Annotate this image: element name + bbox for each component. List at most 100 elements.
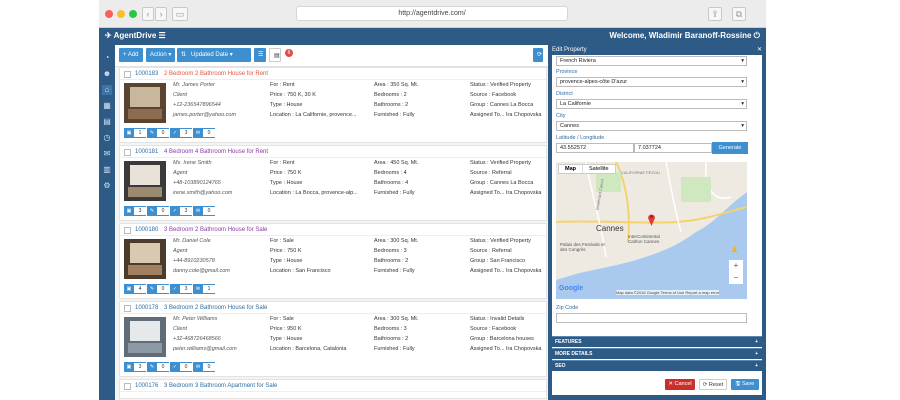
welcome-text[interactable]: Welcome, Wladimir Baranoff-Rossine ⏻ bbox=[609, 31, 760, 40]
contacts-icon[interactable]: ☻ bbox=[102, 69, 112, 78]
maximize-window-icon[interactable] bbox=[129, 10, 137, 18]
property-title[interactable]: 4 Bedroom 4 Bathroom House for Rent bbox=[164, 149, 269, 155]
count-value: 0 bbox=[203, 207, 215, 215]
property-photo[interactable] bbox=[124, 317, 166, 357]
zoom-in-button[interactable]: + bbox=[733, 261, 739, 270]
district-select[interactable]: La Californie ▾ bbox=[556, 99, 747, 109]
tabs-icon[interactable]: ⧉ bbox=[732, 7, 746, 21]
longitude-input[interactable]: 7.037724 bbox=[634, 143, 712, 153]
property-id[interactable]: 1000183 bbox=[135, 71, 159, 77]
cancel-button[interactable]: ✕ Cancel bbox=[665, 379, 695, 390]
tasks-icon[interactable]: ▤ bbox=[103, 117, 111, 126]
property-bathrooms: Bathrooms : 2 bbox=[374, 258, 409, 264]
zoom-out-button[interactable]: − bbox=[733, 273, 739, 282]
property-id[interactable]: 1000181 bbox=[135, 149, 159, 155]
sort-dropdown[interactable]: ⇅ Updated Date ▾ bbox=[177, 48, 251, 62]
agent-name[interactable]: Mr. James Porter bbox=[173, 82, 215, 88]
property-type: Type : House bbox=[270, 102, 303, 108]
property-card[interactable]: 1000176 3 Bedroom 3 Bathroom Apartment fo… bbox=[119, 379, 547, 399]
property-title[interactable]: 3 Bedroom 2 Bathroom House for Sale bbox=[164, 305, 268, 311]
property-price: Price : 750 K bbox=[270, 170, 302, 176]
property-photo[interactable] bbox=[124, 161, 166, 201]
agent-name[interactable]: Mr. Peter Williams bbox=[173, 316, 218, 322]
property-id[interactable]: 1000180 bbox=[135, 227, 159, 233]
tasks-done-counter[interactable]: ✓ 3 bbox=[170, 128, 192, 138]
seo-accordion[interactable]: SEO + bbox=[552, 360, 762, 371]
messages-counter[interactable]: ✉ 0 bbox=[193, 362, 215, 372]
tasks-done-counter[interactable]: ✓ 0 bbox=[170, 362, 192, 372]
property-title[interactable]: 2 Bedroom 2 Bathroom House for Rent bbox=[164, 71, 269, 77]
messages-counter[interactable]: ✉ 0 bbox=[193, 128, 215, 138]
generate-button[interactable]: Generate bbox=[712, 142, 748, 154]
city-select[interactable]: Cannes ▾ bbox=[556, 121, 747, 131]
property-id[interactable]: 1000178 bbox=[135, 305, 159, 311]
property-card[interactable]: 1000183 2 Bedroom 2 Bathroom House for Re… bbox=[119, 67, 547, 143]
alarm-icon[interactable]: ◷ bbox=[103, 133, 111, 142]
street-view-icon[interactable]: ♟ bbox=[731, 245, 739, 254]
satellite-tab[interactable]: Satellite bbox=[582, 165, 615, 173]
select-checkbox[interactable] bbox=[124, 227, 131, 234]
select-checkbox[interactable] bbox=[124, 305, 131, 312]
map-footer: Map data ©2016 Google Terms of Use Repor… bbox=[616, 290, 720, 295]
notes-counter[interactable]: ✎ 0 bbox=[147, 362, 169, 372]
action-button[interactable]: Action ▾ bbox=[146, 48, 176, 62]
select-checkbox[interactable] bbox=[124, 149, 131, 156]
top-bar: ✈ AgentDrive ☰ Welcome, Wladimir Baranof… bbox=[99, 28, 766, 45]
select-checkbox[interactable] bbox=[124, 71, 131, 78]
map-tab[interactable]: Map bbox=[565, 166, 576, 172]
region-select[interactable]: French Riviera ▾ bbox=[556, 56, 747, 66]
refresh-icon[interactable]: ⟳ bbox=[533, 48, 543, 62]
notification-badge[interactable]: 6 bbox=[285, 49, 293, 57]
close-window-icon[interactable] bbox=[105, 10, 113, 18]
add-button[interactable]: + Add bbox=[119, 48, 143, 62]
dashboard-icon[interactable]: ◔ bbox=[104, 53, 110, 62]
messages-counter[interactable]: ✉ 0 bbox=[193, 206, 215, 216]
save-button[interactable]: 🖫 Save bbox=[731, 379, 759, 390]
notes-counter[interactable]: ✎ 0 bbox=[147, 206, 169, 216]
minimize-window-icon[interactable] bbox=[117, 10, 125, 18]
tasks-done-counter[interactable]: ✓ 3 bbox=[170, 206, 192, 216]
location-pin-icon[interactable] bbox=[647, 212, 656, 226]
features-accordion[interactable]: FEATURES + bbox=[552, 336, 762, 347]
count-value: 0 bbox=[157, 207, 169, 215]
address-bar[interactable]: http://agentdrive.com/ bbox=[296, 6, 568, 21]
photos-counter[interactable]: ▣ 4 bbox=[124, 284, 146, 294]
more-details-accordion[interactable]: MORE DETAILS + bbox=[552, 348, 762, 359]
messages-counter[interactable]: ✉ 1 bbox=[193, 284, 215, 294]
photos-counter[interactable]: ▣ 1 bbox=[124, 128, 146, 138]
notes-counter[interactable]: ✎ 0 bbox=[147, 128, 169, 138]
sidebar-toggle-icon[interactable]: ▭ bbox=[172, 7, 188, 21]
close-panel-icon[interactable]: ✕ bbox=[756, 47, 762, 53]
property-title[interactable]: 3 Bedroom 2 Bathroom House for Sale bbox=[164, 227, 268, 233]
property-photo[interactable] bbox=[124, 239, 166, 279]
reports-icon[interactable]: ▥ bbox=[103, 165, 111, 174]
latitude-input[interactable]: 43.552572 bbox=[556, 143, 634, 153]
share-icon[interactable]: ⇪ bbox=[708, 7, 722, 21]
property-card[interactable]: 1000178 3 Bedroom 2 Bathroom House for Sa… bbox=[119, 301, 547, 377]
brand-logo[interactable]: ✈ AgentDrive ☰ bbox=[105, 31, 166, 40]
settings-icon[interactable]: ⚙ bbox=[103, 181, 111, 190]
tasks-done-counter[interactable]: ✓ 3 bbox=[170, 284, 192, 294]
property-card[interactable]: 1000180 3 Bedroom 2 Bathroom House for Sa… bbox=[119, 223, 547, 299]
buildings-icon[interactable]: ▦ bbox=[103, 101, 111, 110]
zip-input[interactable] bbox=[556, 313, 747, 323]
notes-counter[interactable]: ✎ 0 bbox=[147, 284, 169, 294]
reset-button[interactable]: ⟳ Reset bbox=[699, 379, 727, 390]
mail-icon[interactable]: ✉ bbox=[103, 149, 111, 158]
agent-name[interactable]: Ms. Irene Smith bbox=[173, 160, 212, 166]
back-icon[interactable]: ‹ bbox=[142, 7, 154, 21]
photos-counter[interactable]: ▣ 3 bbox=[124, 206, 146, 216]
photos-counter[interactable]: ▣ 3 bbox=[124, 362, 146, 372]
agent-name[interactable]: Mr. Daniel Cole bbox=[173, 238, 211, 244]
province-select[interactable]: provence-alpes-côte D'azur ▾ bbox=[556, 77, 747, 87]
property-photo[interactable] bbox=[124, 83, 166, 123]
list-view-icon[interactable]: ☰ bbox=[254, 48, 266, 62]
properties-icon[interactable]: ⌂ bbox=[102, 85, 112, 95]
select-checkbox[interactable] bbox=[124, 383, 131, 390]
forward-icon[interactable]: › bbox=[155, 7, 167, 21]
property-title[interactable]: 3 Bedroom 3 Bathroom Apartment for Sale bbox=[164, 383, 278, 389]
property-card[interactable]: 1000181 4 Bedroom 4 Bathroom House for Re… bbox=[119, 145, 547, 221]
property-id[interactable]: 1000176 bbox=[135, 383, 159, 389]
location-map[interactable]: Map Satellite Cannes Palais des Festival… bbox=[556, 162, 747, 299]
grid-view-icon[interactable]: ▤ bbox=[269, 48, 281, 62]
